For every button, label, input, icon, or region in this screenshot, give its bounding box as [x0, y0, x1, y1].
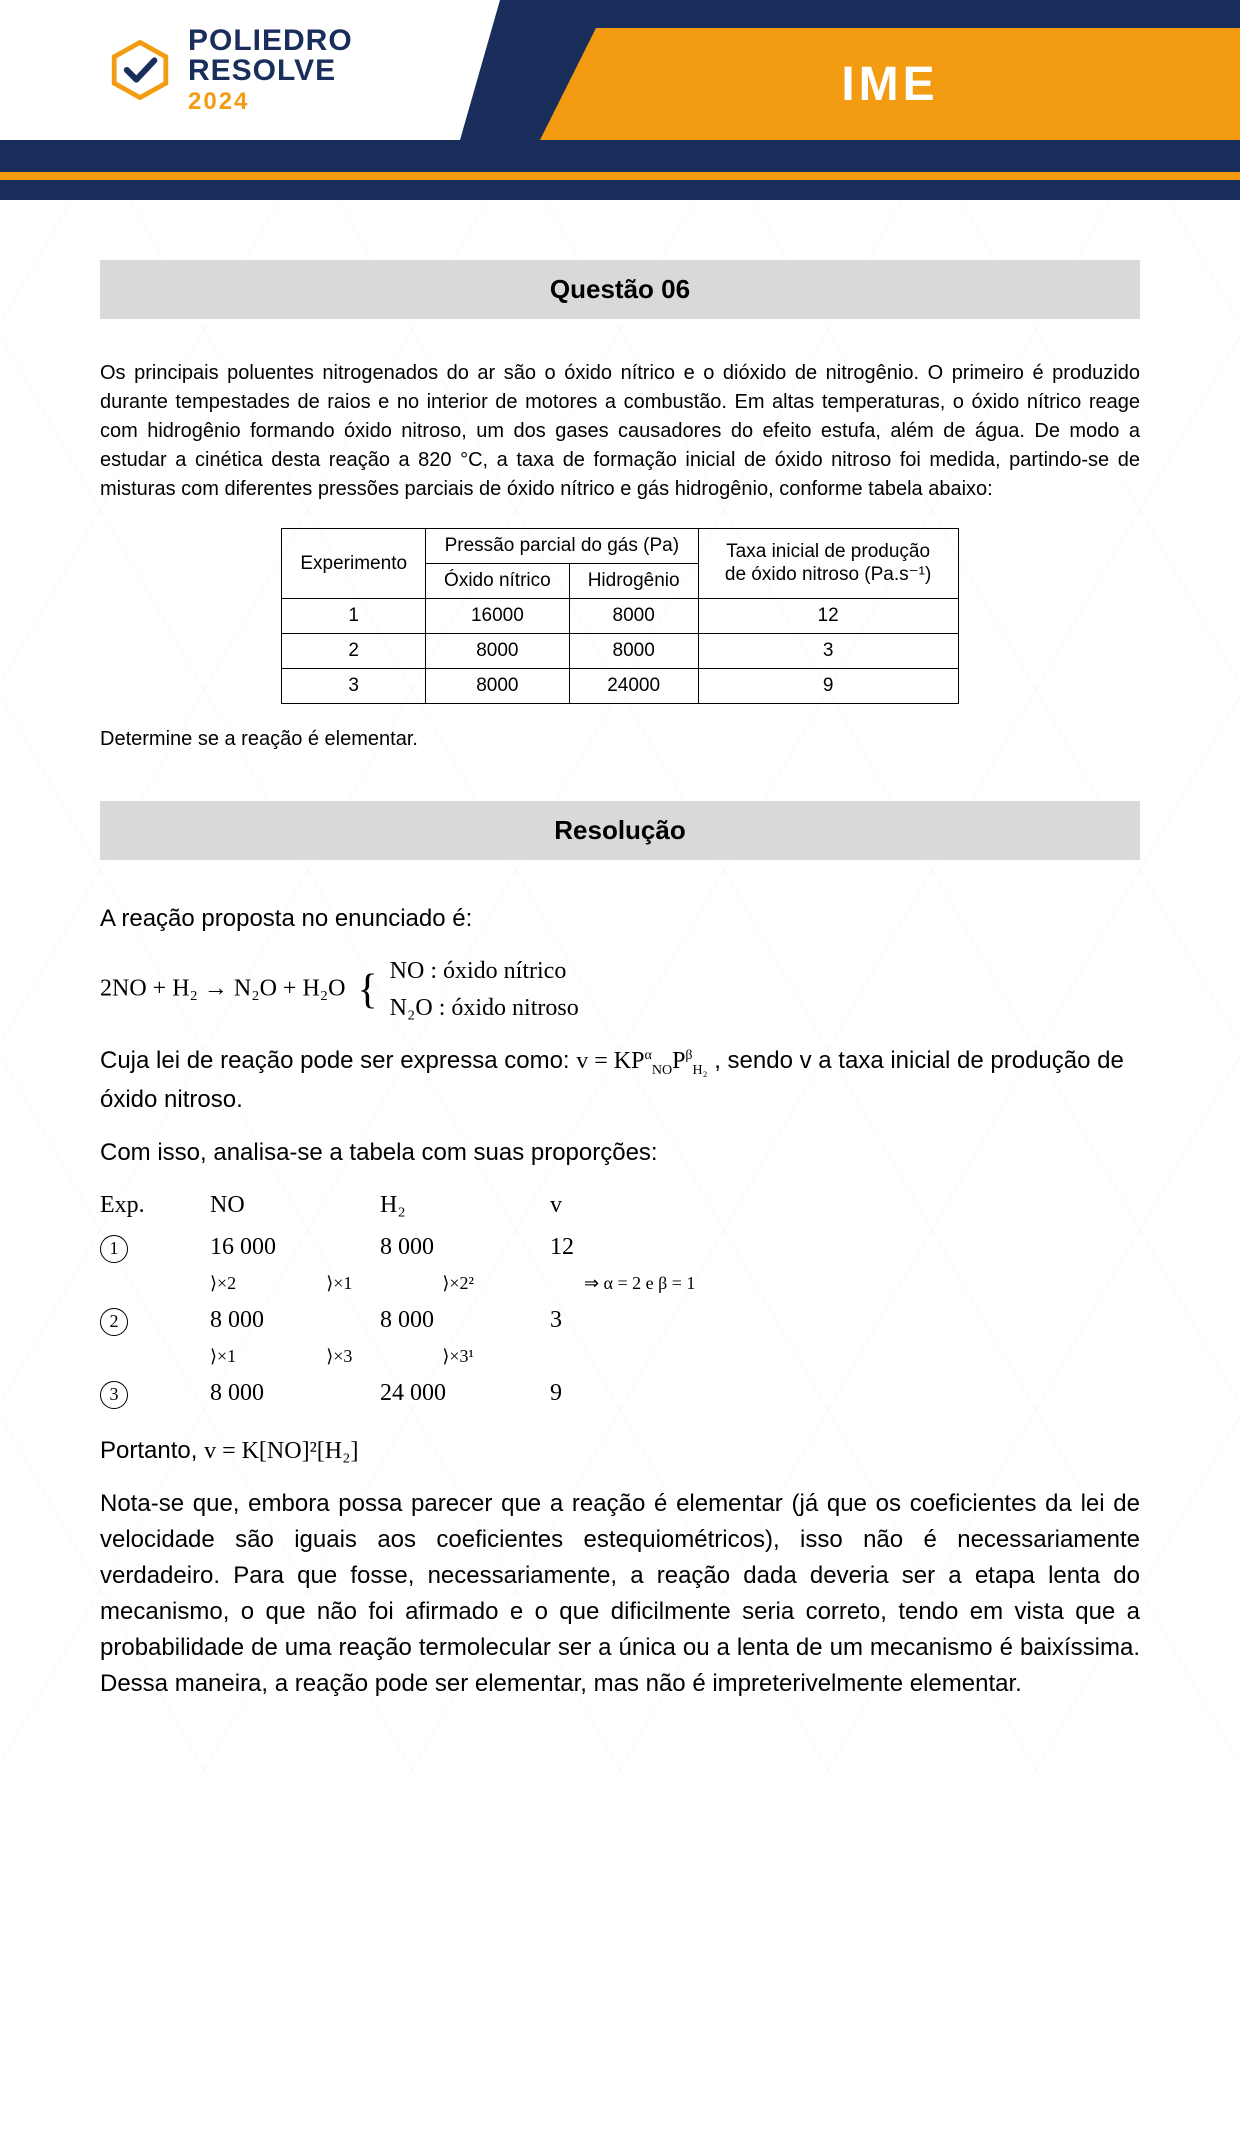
- ratio-v: ×3¹: [449, 1346, 474, 1366]
- cell-no: 16000: [426, 599, 570, 634]
- exp-num: 2: [100, 1308, 128, 1336]
- ratio-v: ×2²: [449, 1273, 474, 1293]
- val-h2: 24 000: [380, 1375, 520, 1412]
- species-label: N₂O : óxido nitroso: [390, 990, 579, 1027]
- brand-line1: POLIEDRO: [188, 26, 353, 56]
- question-prompt: Determine se a reação é elementar.: [100, 728, 1140, 751]
- cell-exp: 2: [282, 634, 426, 669]
- exp-num: 3: [100, 1381, 128, 1409]
- brand-line2: RESOLVE: [188, 56, 353, 86]
- ratio-no: ×2: [217, 1273, 236, 1293]
- species-label: NO : óxido nítrico: [390, 953, 579, 990]
- accent-stripe: [0, 172, 1240, 180]
- ratio-no: ×1: [217, 1346, 236, 1366]
- cell-rate: 12: [698, 599, 958, 634]
- rate-law-eq: v = KPαNOPβH₂: [576, 1048, 707, 1074]
- table-row: 1 16000 8000 12: [282, 599, 958, 634]
- col-experiment: Experimento: [282, 529, 426, 599]
- brace-icon: {: [358, 967, 378, 1013]
- brand-year: 2024: [188, 90, 353, 114]
- cell-no: 8000: [426, 634, 570, 669]
- analysis-row: 2 8 000 8 000 3: [100, 1302, 1140, 1339]
- resolution-body: A reação proposta no enunciado é: 2NO + …: [100, 900, 1140, 1702]
- cell-exp: 1: [282, 599, 426, 634]
- analysis-header: Exp. NO H₂ v: [100, 1187, 1140, 1224]
- exam-banner: IME: [540, 28, 1240, 140]
- cell-exp: 3: [282, 669, 426, 704]
- val-v: 3: [550, 1302, 630, 1339]
- cell-h2: 8000: [569, 599, 698, 634]
- ratio-row: ⟩×2 ⟩×1 ⟩×2² ⇒ α = 2 e β = 1: [210, 1270, 1140, 1298]
- question-body: Os principais poluentes nitrogenados do …: [100, 359, 1140, 504]
- col-pressure-group: Pressão parcial do gás (Pa): [426, 529, 699, 564]
- rate-law-pre: Cuja lei de reação pode ser expressa com…: [100, 1047, 576, 1074]
- reaction-equation: 2NO + H₂ → N₂O + H₂O { NO : óxido nítric…: [100, 953, 1140, 1027]
- col-h2: Hidrogênio: [569, 564, 698, 599]
- conclusion-text: Nota-se que, embora possa parecer que a …: [100, 1486, 1140, 1702]
- check-hexagon-icon: [110, 40, 170, 100]
- brand-text: POLIEDRO RESOLVE 2024: [188, 26, 353, 114]
- val-no: 8 000: [210, 1375, 350, 1412]
- table-row: Experimento Pressão parcial do gás (Pa) …: [282, 529, 958, 564]
- analysis-row: 3 8 000 24 000 9: [100, 1375, 1140, 1412]
- therefore-pre: Portanto,: [100, 1437, 204, 1464]
- page-content: Questão 06 Os principais poluentes nitro…: [0, 200, 1240, 1778]
- hdr-v: v: [550, 1187, 630, 1224]
- cell-rate: 3: [698, 634, 958, 669]
- experiment-table: Experimento Pressão parcial do gás (Pa) …: [281, 528, 958, 704]
- ratio-h2: ×3: [333, 1346, 352, 1366]
- resolution-intro: A reação proposta no enunciado é:: [100, 900, 1140, 937]
- table-row: 2 8000 8000 3: [282, 634, 958, 669]
- col-no: Óxido nítrico: [426, 564, 570, 599]
- val-h2: 8 000: [380, 1302, 520, 1339]
- cell-h2: 8000: [569, 634, 698, 669]
- analysis-row: 1 16 000 8 000 12: [100, 1229, 1140, 1266]
- table-row: 3 8000 24000 9: [282, 669, 958, 704]
- col-rate: Taxa inicial de produção de óxido nitros…: [698, 529, 958, 599]
- ratio-row: ⟩×1 ⟩×3 ⟩×3¹: [210, 1343, 1140, 1371]
- header-top: POLIEDRO RESOLVE 2024 IME: [0, 0, 1240, 160]
- cell-h2: 24000: [569, 669, 698, 704]
- hdr-exp: Exp.: [100, 1187, 180, 1224]
- ratio-h2: ×1: [333, 1273, 352, 1293]
- alpha-beta-result: ⇒ α = 2 e β = 1: [584, 1270, 695, 1298]
- therefore-line: Portanto, v = K[NO]²[H₂]: [100, 1432, 1140, 1470]
- hdr-h2: H₂: [380, 1187, 520, 1224]
- val-h2: 8 000: [380, 1229, 520, 1266]
- brand-block: POLIEDRO RESOLVE 2024: [0, 0, 500, 140]
- val-v: 12: [550, 1229, 630, 1266]
- page-header: POLIEDRO RESOLVE 2024 IME: [0, 0, 1240, 200]
- question-title: Questão 06: [100, 260, 1140, 319]
- cell-rate: 9: [698, 669, 958, 704]
- rate-law-line: Cuja lei de reação pode ser expressa com…: [100, 1042, 1140, 1119]
- val-v: 9: [550, 1375, 630, 1412]
- analysis-intro: Com isso, analisa-se a tabela com suas p…: [100, 1134, 1140, 1171]
- proportion-analysis: Exp. NO H₂ v 1 16 000 8 000 12 ⟩×2 ⟩×1 ⟩…: [100, 1187, 1140, 1412]
- val-no: 8 000: [210, 1302, 350, 1339]
- cell-no: 8000: [426, 669, 570, 704]
- hdr-no: NO: [210, 1187, 350, 1224]
- resolution-title: Resolução: [100, 801, 1140, 860]
- exp-num: 1: [100, 1235, 128, 1263]
- val-no: 16 000: [210, 1229, 350, 1266]
- equation-main: 2NO + H₂ → N₂O + H₂O: [100, 976, 346, 1002]
- therefore-eq: v = K[NO]²[H₂]: [204, 1438, 358, 1464]
- exam-name: IME: [841, 57, 938, 112]
